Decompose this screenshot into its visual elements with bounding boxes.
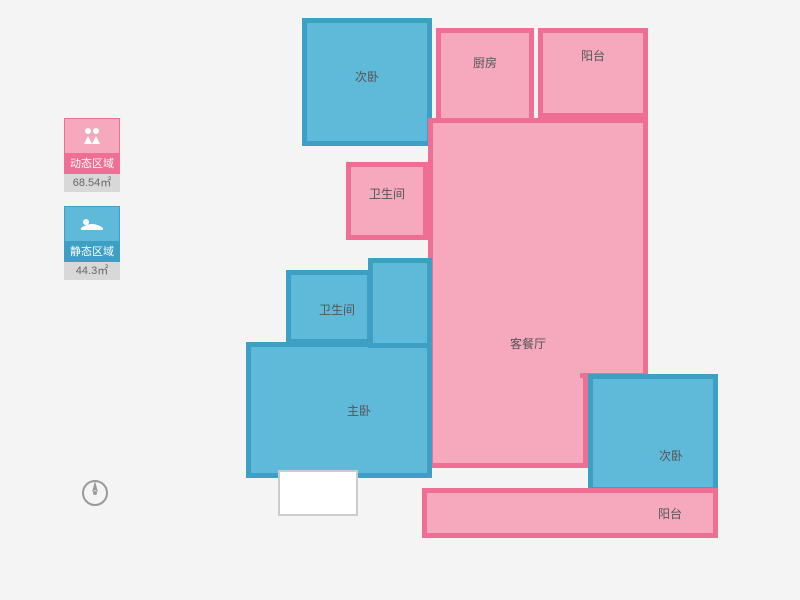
living-merge-patch <box>578 123 592 373</box>
room-living: 客餐厅 <box>428 118 588 468</box>
room-bedroom2b: 次卧 <box>588 374 718 492</box>
legend-dynamic: 动态区域 68.54㎡ <box>64 118 120 192</box>
room-balcony1: 阳台 <box>538 28 648 118</box>
legend-dynamic-label: 动态区域 <box>64 154 120 174</box>
room-label: 厨房 <box>473 54 497 71</box>
room-balcony2b <box>278 470 358 516</box>
room-label: 主卧 <box>347 402 371 419</box>
sleep-icon <box>79 216 105 232</box>
legend-panel: 动态区域 68.54㎡ 静态区域 44.3㎡ <box>64 118 120 294</box>
room-label: 次卧 <box>355 68 379 85</box>
room-label: 客餐厅 <box>510 335 546 352</box>
legend-dynamic-icon <box>64 118 120 154</box>
legend-static-label: 静态区域 <box>64 242 120 262</box>
legend-static-value: 44.3㎡ <box>64 262 120 280</box>
people-icon <box>80 126 104 146</box>
room-balcony2: 阳台 <box>422 488 718 538</box>
legend-static: 静态区域 44.3㎡ <box>64 206 120 280</box>
room-label: 阳台 <box>658 505 682 522</box>
room-bath1: 卫生间 <box>346 162 428 240</box>
room-label: 卫生间 <box>369 185 405 202</box>
room-label: 卫生间 <box>319 301 355 318</box>
room-label: 次卧 <box>659 447 683 464</box>
floorplan: 次卧厨房阳台卫生间客餐厅卫生间主卧次卧阳台 <box>230 18 740 578</box>
compass-icon <box>80 478 110 508</box>
legend-dynamic-value: 68.54㎡ <box>64 174 120 192</box>
room-bedroom2a: 次卧 <box>302 18 432 146</box>
room-label: 阳台 <box>581 47 605 64</box>
room-master_ext <box>368 258 432 348</box>
room-bath2: 卫生间 <box>286 270 372 344</box>
room-master: 主卧 <box>246 342 432 478</box>
legend-static-icon <box>64 206 120 242</box>
room-kitchen: 厨房 <box>436 28 534 132</box>
